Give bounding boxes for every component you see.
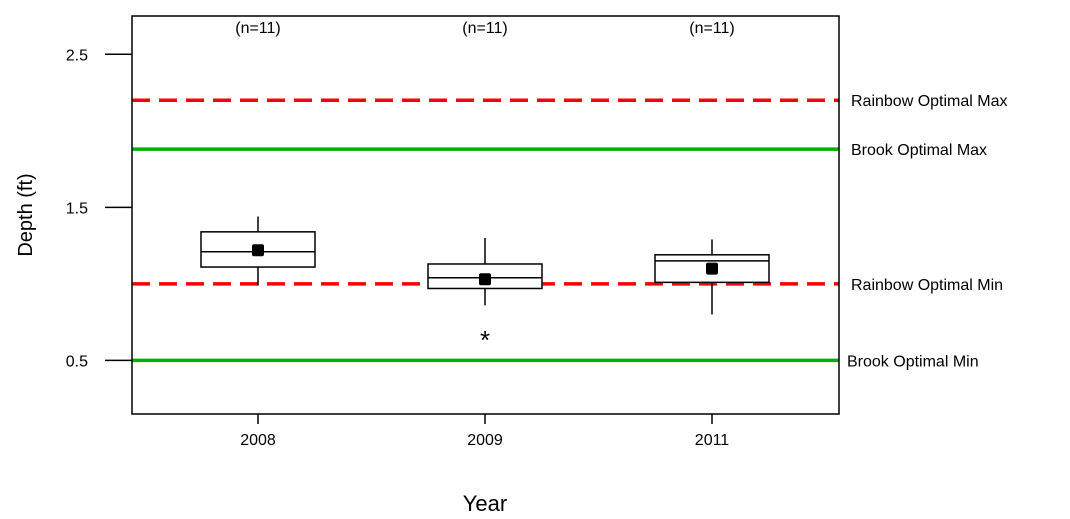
box-2008	[200, 216, 316, 286]
sample-size-label: (n=11)	[235, 20, 281, 37]
y-axis-title: Depth (ft)	[15, 173, 37, 256]
sample-size-label: (n=11)	[462, 20, 508, 37]
y-tick-label: 0.5	[66, 353, 88, 370]
mean-marker	[479, 273, 491, 286]
y-axis: 0.5 1.5 2.5	[66, 47, 132, 370]
x-tick-label: 2009	[467, 432, 503, 449]
sample-size-labels: (n=11) (n=11) (n=11)	[235, 20, 735, 37]
boxes: *	[200, 216, 770, 355]
reference-line-labels: Rainbow Optimal Max Brook Optimal Max Rain…	[847, 93, 1008, 370]
mean-marker	[706, 262, 718, 275]
box-iqr	[200, 231, 316, 268]
x-axis: 2008 2009 2011	[240, 414, 729, 449]
reference-line-label: Brook Optimal Min	[847, 353, 979, 370]
reference-line-label: Rainbow Optimal Max	[851, 93, 1008, 110]
mean-marker	[252, 244, 264, 257]
outlier-marker: *	[480, 325, 490, 355]
x-tick-label: 2011	[695, 432, 730, 449]
y-tick-label: 2.5	[66, 47, 88, 64]
x-tick-label: 2008	[240, 432, 276, 449]
reference-line-label: Rainbow Optimal Min	[851, 277, 1003, 294]
box-2011	[654, 239, 770, 315]
sample-size-label: (n=11)	[689, 20, 735, 37]
box-2009: *	[427, 237, 543, 355]
y-tick-label: 1.5	[66, 200, 88, 217]
x-axis-title: Year	[463, 491, 507, 516]
reference-line-label: Brook Optimal Max	[851, 142, 987, 159]
reference-lines	[132, 98, 839, 363]
